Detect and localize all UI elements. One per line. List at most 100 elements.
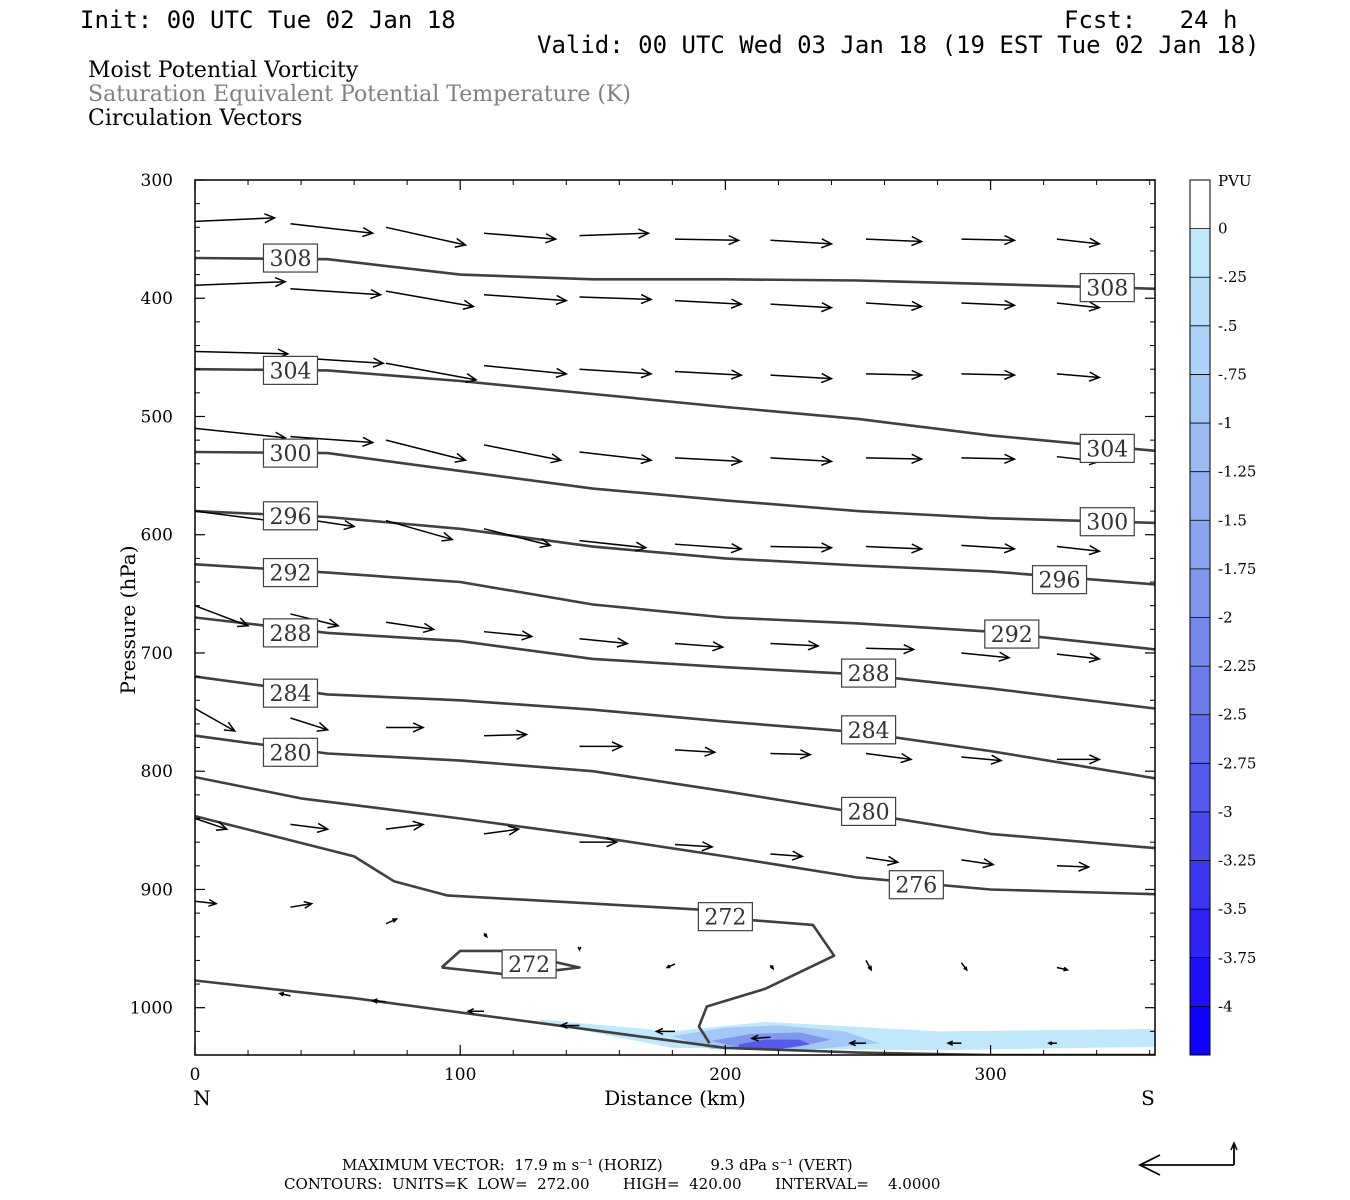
vector-arrow-9-1 [370, 998, 387, 1004]
title-circulation-vectors: Circulation Vectors [88, 106, 303, 131]
contour-label-296: 296 [1031, 565, 1088, 595]
vector-arrow-6-5 [674, 746, 717, 757]
colorbar-swatch [1190, 860, 1210, 910]
svg-text:308: 308 [269, 247, 311, 272]
colorbar-label: -.75 [1218, 365, 1247, 383]
vector-arrow-4-4 [579, 539, 648, 552]
svg-text:296: 296 [269, 505, 311, 530]
vector-arrow-5-3 [483, 630, 534, 641]
contour-label-272: 272 [501, 949, 557, 979]
colorbar-label: -2.5 [1218, 706, 1247, 724]
vector-arrow-6-7 [865, 752, 913, 764]
x-tick-label: 200 [709, 1065, 741, 1085]
vector-arrow-4-6 [770, 542, 834, 553]
colorbar-label: -4 [1218, 997, 1233, 1015]
colorbar-swatch [1190, 180, 1210, 230]
x-axis: 0 100 200 300 [190, 180, 1151, 1085]
isentrope-276-8 [195, 775, 1155, 896]
forecast-hour: Fcst: 24 h [1064, 6, 1238, 34]
valid-time: Valid: 00 UTC Wed 03 Jan 18 (19 EST Tue … [537, 31, 1260, 59]
vector-arrow-6-6 [770, 749, 813, 760]
reference-vector-arrow [1137, 1141, 1238, 1176]
vector-arrow-3-1 [290, 435, 375, 447]
svg-text:284: 284 [848, 719, 890, 744]
vector-arrow-9-6 [848, 1039, 866, 1047]
colorbar-swatch [1190, 811, 1210, 862]
vector-arrow-8-3 [483, 932, 488, 939]
contour-label-276: 276 [888, 870, 944, 900]
vector-arrow-3-3 [483, 444, 563, 464]
colorbar-label: -1.25 [1218, 463, 1256, 481]
colorbar-swatch [1190, 325, 1210, 375]
vector-arrow-9-0 [278, 991, 291, 997]
svg-text:288: 288 [848, 662, 890, 687]
vector-arrow-9-2 [466, 1008, 485, 1015]
vector-arrow-3-5 [674, 455, 744, 467]
vector-arrow-7-7 [865, 855, 900, 866]
isentrope-280-7 [195, 734, 1155, 850]
vector-arrow-7-6 [770, 850, 805, 861]
isentrope-304-1 [195, 367, 1155, 453]
colorbar-swatch [1190, 568, 1210, 618]
contour-label-292: 292 [984, 619, 1040, 649]
colorbar-swatch [1190, 957, 1210, 1007]
init-time: Init: 00 UTC Tue 02 Jan 18 [80, 6, 456, 34]
vector-arrow-8-6 [769, 964, 775, 971]
vector-arrow-2-5 [674, 369, 744, 380]
vector-arrow-1-0 [195, 276, 287, 288]
south-label: S [1141, 1086, 1155, 1110]
vector-arrow-0-7 [865, 235, 924, 247]
vector-arrow-0-5 [674, 234, 741, 246]
vector-arrow-1-9 [1056, 301, 1102, 312]
max-vector-note: MAXIMUM VECTOR: 17.9 m s⁻¹ (HORIZ) 9.3 d… [342, 1156, 853, 1174]
vector-arrow-3-2 [385, 439, 468, 463]
contour-label-284: 284 [262, 678, 319, 708]
y-axis: 300 400 500 600 700 800 900 1000 [130, 171, 1155, 1032]
vector-arrow-7-4 [579, 836, 619, 848]
vector-arrow-7-1 [290, 822, 330, 834]
contour-label-300: 300 [262, 438, 319, 468]
vector-arrow-7-8 [961, 858, 996, 869]
vector-arrow-1-8 [961, 299, 1017, 311]
colorbar-label: -1.75 [1218, 560, 1256, 578]
vector-arrow-3-4 [579, 451, 653, 465]
isentrope-308-0 [195, 256, 1155, 291]
vector-arrow-6-9 [1056, 754, 1102, 765]
vector-arrow-0-1 [290, 223, 375, 238]
isentrope-284-6 [195, 675, 1155, 780]
y-tick-label: 300 [141, 171, 173, 191]
contour-label-272: 272 [697, 902, 753, 932]
x-tick-label: 0 [190, 1065, 201, 1085]
isentrope-288-5 [195, 616, 1155, 710]
y-tick-label: 400 [141, 289, 173, 309]
vector-arrow-5-8 [961, 651, 1011, 662]
colorbar-label: -2 [1218, 609, 1233, 627]
vector-arrow-7-3 [483, 825, 521, 836]
svg-text:280: 280 [848, 800, 890, 825]
colorbar-label: -.5 [1218, 317, 1237, 335]
vector-arrow-3-7 [865, 453, 924, 465]
vector-arrow-2-9 [1056, 371, 1102, 382]
svg-text:304: 304 [269, 359, 311, 384]
vector-arrow-4-9 [1056, 545, 1102, 556]
y-tick-label: 500 [141, 407, 173, 427]
vector-arrow-3-6 [770, 455, 834, 467]
vector-arrow-9-8 [1047, 1041, 1057, 1046]
svg-text:308: 308 [1086, 277, 1128, 302]
vector-arrow-5-9 [1056, 652, 1102, 663]
pv-region-3 [738, 1039, 811, 1050]
contour-label-308: 308 [1079, 273, 1135, 303]
vector-arrow-4-3 [483, 528, 553, 549]
vector-arrow-1-5 [674, 298, 744, 309]
vector-arrow-2-6 [770, 372, 834, 384]
colorbar-label: -.25 [1218, 268, 1247, 286]
colorbar-label: -2.75 [1218, 754, 1256, 772]
vector-arrow-8-7 [865, 960, 873, 972]
colorbar-swatch [1190, 909, 1210, 959]
vector-arrow-4-5 [674, 543, 744, 554]
vector-arrow-7-5 [674, 841, 714, 852]
colorbar-swatch [1190, 471, 1210, 521]
colorbar-swatch [1190, 763, 1210, 813]
title-moist-pv: Moist Potential Vorticity [88, 58, 359, 83]
